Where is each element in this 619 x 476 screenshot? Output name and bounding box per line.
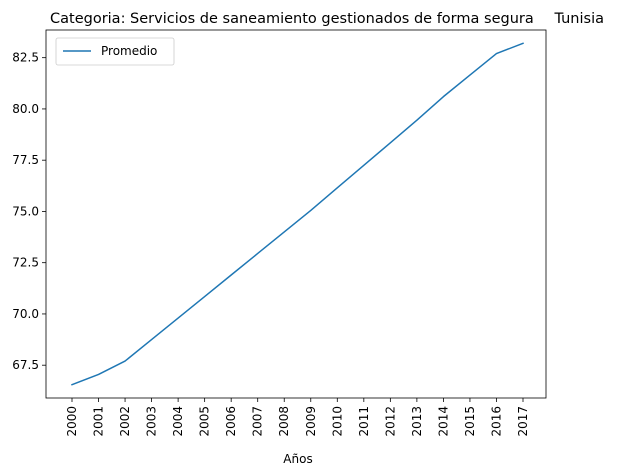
x-tick-label: 2016 (489, 406, 503, 437)
x-tick-label: 2008 (277, 406, 291, 437)
x-tick-label: 2014 (436, 406, 450, 437)
y-tick-label: 72.5 (12, 256, 39, 270)
x-tick-label: 2000 (65, 406, 79, 437)
x-tick-label: 2011 (357, 406, 371, 437)
chart-subtitle: Tunisia (553, 11, 604, 27)
x-tick-label: 2003 (145, 406, 159, 437)
y-tick-label: 70.0 (12, 307, 39, 321)
legend-box (55, 37, 175, 66)
x-tick-label: 2001 (92, 406, 106, 437)
y-axis: 67.5 70.0 72.5 75.0 77.5 80.0 82.5 (12, 51, 46, 372)
x-tick-label: 2013 (410, 406, 424, 437)
x-tick-label: 2012 (383, 406, 397, 437)
x-tick-label: 2004 (171, 406, 185, 437)
y-tick-label: 82.5 (12, 51, 39, 65)
x-tick-label: 2015 (463, 406, 477, 437)
y-tick-label: 77.5 (12, 153, 39, 167)
x-tick-label: 2010 (330, 406, 344, 437)
y-tick-label: 67.5 (12, 358, 39, 372)
x-axis-label: Años (283, 452, 312, 466)
y-tick-label: 75.0 (12, 204, 39, 218)
chart-title: Categoria: Servicios de saneamiento gest… (50, 11, 534, 27)
x-tick-label: 2005 (198, 406, 212, 437)
legend: Promedio (55, 37, 175, 66)
x-axis: 2000 2001 2002 2003 2004 2005 2006 2007 2008 2009… (65, 398, 530, 437)
x-tick-label: 2009 (304, 406, 318, 437)
series-line-promedio (71, 42, 524, 386)
x-tick-label: 2017 (516, 406, 530, 437)
plot-area (45, 29, 547, 399)
legend-label-promedio: Promedio (101, 44, 157, 58)
x-tick-label: 2006 (224, 406, 238, 437)
x-tick-label: 2002 (118, 406, 132, 437)
series-layer (71, 42, 524, 386)
y-tick-label: 80.0 (12, 102, 39, 116)
x-tick-label: 2007 (251, 406, 265, 437)
